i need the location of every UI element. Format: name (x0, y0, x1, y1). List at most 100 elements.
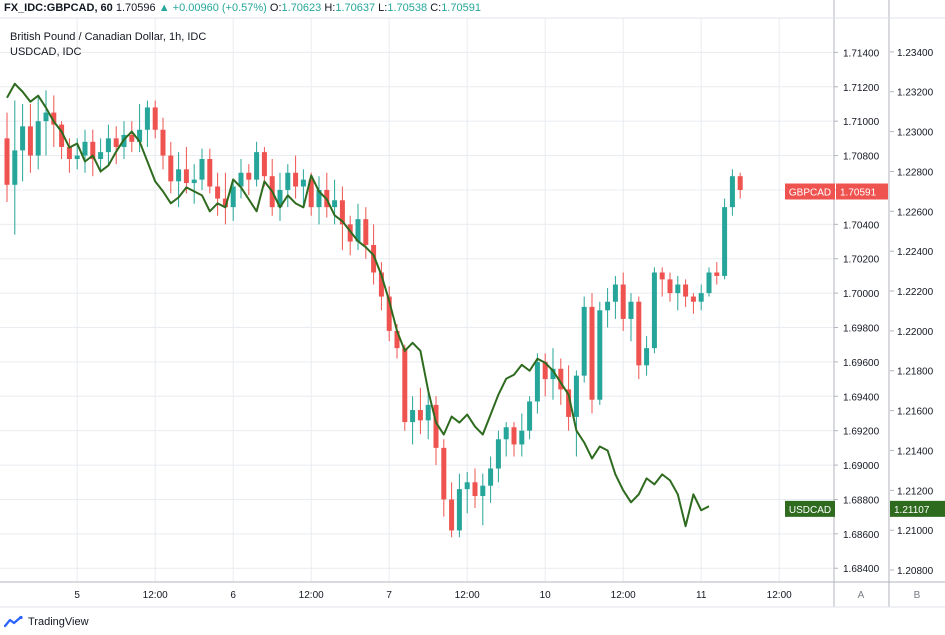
y-tick-label-gbpcad: 1.70200 (843, 255, 880, 266)
candle-body (316, 189, 322, 208)
price-axes[interactable]: 1.714001.712001.710001.708001.706001.704… (834, 48, 934, 577)
candle-body (261, 152, 267, 177)
candle-body (675, 284, 681, 294)
y-tick-label-gbpcad: 1.70000 (843, 289, 880, 300)
gbpcad-candles (4, 90, 743, 538)
candle-body (199, 159, 205, 180)
price-tag-symbol: USDCAD (789, 505, 831, 516)
candle-body (737, 176, 743, 190)
tradingview-brand[interactable]: TradingView (28, 616, 89, 628)
y-tick-label-gbpcad: 1.68600 (843, 530, 880, 541)
y-tick-label-usdcad: 1.23400 (897, 48, 934, 59)
x-tick-label: 5 (74, 590, 80, 601)
candle-body (620, 284, 626, 319)
candle-body (722, 207, 728, 276)
candle-body (59, 124, 65, 147)
candle-body (636, 301, 642, 366)
candle-body (729, 176, 735, 208)
main-series-title[interactable]: British Pound / Canadian Dollar, 1h, IDC (10, 31, 207, 43)
x-tick-label: 6 (230, 590, 236, 601)
candle-body (246, 172, 252, 180)
candle-body (651, 272, 657, 349)
y-tick-label-usdcad: 1.22000 (897, 327, 934, 338)
candle-body (589, 306, 595, 400)
candle-body (363, 219, 369, 245)
y-tick-label-gbpcad: 1.68400 (843, 564, 880, 575)
x-tick-label: 12:00 (767, 590, 792, 601)
y-tick-label-usdcad: 1.22600 (897, 207, 934, 218)
candle-body (238, 172, 244, 187)
x-tick-label: 7 (386, 590, 392, 601)
candle-body (573, 375, 579, 417)
usdcad-line-path (6, 82, 710, 528)
y-tick-label-gbpcad: 1.70800 (843, 152, 880, 163)
candle-body (394, 330, 400, 349)
usdcad-line (6, 82, 710, 528)
price-tag-value: 1.70591 (840, 187, 877, 198)
y-tick-label-usdcad: 1.21400 (897, 446, 934, 457)
y-tick-label-gbpcad: 1.71400 (843, 48, 880, 59)
candle-body (230, 186, 236, 208)
candle-body (176, 169, 182, 182)
candle-body (417, 410, 423, 421)
candle-body (355, 219, 361, 242)
candle-body (293, 172, 299, 187)
symbol-name[interactable]: FX_IDC:GBPCAD, 60 (4, 2, 113, 14)
candle-body (472, 482, 478, 497)
candle-body (285, 172, 291, 190)
candle-body (597, 310, 603, 400)
x-tick-label: 10 (540, 590, 552, 601)
candle-body (66, 146, 72, 159)
candle-body (659, 272, 665, 280)
scale-button-b[interactable]: B (914, 590, 921, 601)
scale-button-a[interactable]: A (858, 590, 865, 601)
price-tag-usdcad: USDCAD 1.21107 (785, 500, 945, 517)
low-value: 1.70538 (387, 2, 428, 14)
candle-body (386, 296, 392, 331)
candle-body (277, 189, 283, 208)
close-value: 1.70591 (441, 2, 481, 14)
x-tick-label: 12:00 (143, 590, 168, 601)
price-change: +0.00960 (+0.57%) (172, 2, 267, 14)
y-tick-label-usdcad: 1.23200 (897, 88, 934, 99)
price-tag-symbol-bg (785, 500, 835, 517)
price-tag-value-bg (836, 183, 888, 200)
y-tick-label-gbpcad: 1.69000 (843, 461, 880, 472)
y-tick-label-usdcad: 1.23000 (897, 128, 934, 139)
close-label: C: (430, 2, 442, 14)
y-tick-label-gbpcad: 1.69600 (843, 358, 880, 369)
y-tick-label-usdcad: 1.21200 (897, 486, 934, 497)
y-tick-label-usdcad: 1.22400 (897, 247, 934, 258)
candle-body (27, 126, 33, 156)
candle-body (449, 499, 455, 531)
candle-body (511, 427, 517, 445)
y-tick-label-gbpcad: 1.70400 (843, 220, 880, 231)
candle-body (207, 159, 213, 187)
y-tick-label-gbpcad: 1.71200 (843, 83, 880, 94)
candle-body (558, 368, 564, 390)
candle-body (215, 186, 221, 199)
open-label: O: (269, 2, 282, 14)
candle-body (425, 404, 431, 421)
time-axis[interactable]: 5 12:00 6 12:00 7 12:00 10 12:00 11 12:00 A B (74, 590, 920, 601)
candle-body (144, 107, 150, 130)
candle-body (4, 138, 10, 185)
candle-body (51, 112, 57, 125)
candle-body (160, 129, 166, 156)
y-tick-label-usdcad: 1.21000 (897, 526, 934, 537)
candle-body (300, 179, 306, 187)
candle-body (152, 107, 158, 130)
candle-body (706, 272, 712, 294)
candle-body (714, 272, 720, 276)
overlay-series-title[interactable]: USDCAD, IDC (10, 46, 82, 58)
y-tick-label-gbpcad: 1.71000 (843, 117, 880, 128)
candle-body (605, 301, 611, 311)
candle-body (456, 489, 462, 531)
candle-body (433, 404, 439, 448)
candle-body (191, 179, 197, 184)
candle-body (480, 485, 486, 497)
candle-body (495, 439, 501, 469)
y-tick-label-usdcad: 1.20800 (897, 566, 934, 577)
candle-body (308, 179, 314, 208)
